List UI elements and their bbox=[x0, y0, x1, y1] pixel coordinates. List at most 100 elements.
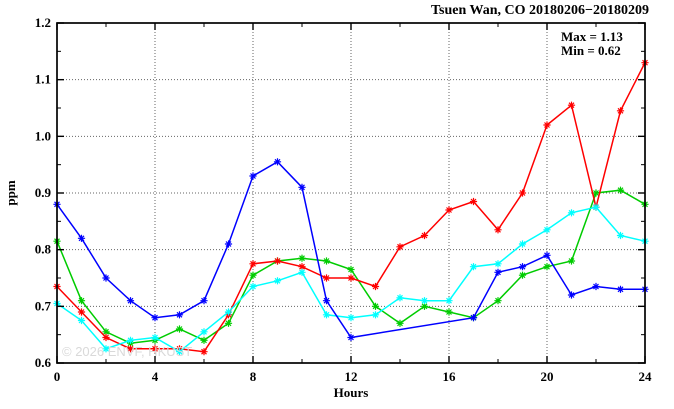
y-tick-label: 1.1 bbox=[35, 72, 51, 87]
blue-line-marker bbox=[543, 251, 551, 259]
red-line-marker bbox=[567, 101, 576, 109]
green-line-marker bbox=[616, 186, 625, 194]
red-line-marker bbox=[420, 231, 429, 240]
watermark: © 2026 ENVF, HKUST bbox=[62, 344, 192, 359]
blue-line-marker bbox=[322, 297, 331, 305]
cyan-line-marker bbox=[396, 294, 404, 302]
red-line-marker bbox=[543, 121, 551, 129]
blue-line-marker bbox=[175, 311, 184, 319]
data-series bbox=[53, 59, 649, 356]
blue-line-marker bbox=[347, 333, 355, 342]
chart-title: Tsuen Wan, CO 20180206−20180209 bbox=[431, 3, 649, 18]
blue-line-marker bbox=[518, 263, 527, 271]
red-line-marker bbox=[494, 226, 502, 234]
green-line-marker bbox=[543, 263, 551, 271]
green-line-marker bbox=[445, 308, 453, 316]
blue-line-marker bbox=[273, 158, 282, 166]
cyan-line-marker bbox=[175, 348, 184, 356]
red-line-marker bbox=[77, 308, 86, 316]
red-line-marker bbox=[126, 345, 135, 353]
blue-line bbox=[53, 158, 649, 342]
red-line-marker bbox=[322, 274, 331, 282]
cyan-line-marker bbox=[151, 333, 159, 342]
red-line-marker bbox=[273, 257, 282, 265]
green-line-marker bbox=[567, 257, 576, 265]
cyan-line-marker bbox=[543, 226, 551, 234]
green-line bbox=[53, 186, 649, 347]
max-annotation: Max = 1.13 bbox=[561, 29, 623, 44]
cyan-line-marker bbox=[249, 282, 257, 291]
green-line-marker bbox=[224, 319, 233, 327]
blue-line-marker bbox=[616, 285, 625, 293]
cyan-line-marker bbox=[469, 263, 478, 271]
red-line-marker bbox=[371, 282, 380, 291]
green-line-marker bbox=[518, 271, 527, 279]
cyan-line-marker bbox=[200, 328, 208, 336]
y-axis-label: ppm bbox=[3, 180, 18, 205]
y-tick-label: 0.8 bbox=[35, 242, 52, 257]
blue-line-marker bbox=[151, 314, 159, 322]
green-line-marker bbox=[592, 189, 600, 197]
green-line-marker bbox=[175, 325, 184, 333]
cyan-line-marker bbox=[322, 311, 331, 319]
green-line-marker bbox=[420, 302, 429, 310]
red-line-marker bbox=[518, 189, 527, 197]
cyan-line-marker bbox=[347, 314, 355, 322]
x-tick-label: 12 bbox=[345, 369, 358, 384]
green-line-marker bbox=[322, 257, 331, 265]
blue-line-marker bbox=[224, 240, 233, 248]
green-line-marker bbox=[371, 302, 380, 310]
cyan-line-marker bbox=[273, 277, 282, 285]
x-tick-label: 4 bbox=[152, 369, 159, 384]
green-line-marker bbox=[200, 336, 208, 344]
cyan-line-marker bbox=[102, 345, 110, 353]
cyan-line-marker bbox=[298, 268, 306, 276]
blue-line-marker bbox=[200, 297, 208, 305]
cyan-line-marker bbox=[371, 311, 380, 319]
red-line-marker bbox=[249, 260, 257, 268]
blue-line-marker bbox=[249, 172, 257, 180]
cyan-line-marker bbox=[518, 240, 527, 248]
red-line-marker bbox=[102, 333, 110, 342]
cyan-line-marker bbox=[77, 316, 86, 325]
blue-line-marker bbox=[592, 282, 600, 291]
cyan-line-marker bbox=[126, 336, 135, 344]
red-line-marker bbox=[298, 263, 306, 271]
blue-line-marker bbox=[126, 297, 135, 305]
min-annotation: Min = 0.62 bbox=[561, 43, 621, 58]
x-tick-label: 16 bbox=[443, 369, 457, 384]
green-line-marker bbox=[102, 328, 110, 336]
green-line-marker bbox=[249, 271, 257, 279]
blue-line-marker bbox=[567, 291, 576, 299]
cyan-line-marker bbox=[420, 297, 429, 305]
grid-lines bbox=[57, 23, 645, 363]
y-tick-label: 1.0 bbox=[35, 128, 51, 143]
cyan-line-marker bbox=[224, 308, 233, 316]
red-line-marker bbox=[151, 345, 159, 353]
green-line-marker bbox=[77, 297, 86, 305]
x-tick-label: 0 bbox=[54, 369, 61, 384]
cyan-line-marker bbox=[567, 209, 576, 217]
green-line-marker bbox=[494, 297, 502, 305]
blue-line-marker bbox=[494, 268, 502, 276]
cyan-line-marker bbox=[445, 297, 453, 305]
y-tick-label: 1.2 bbox=[35, 15, 51, 30]
cyan-line-marker bbox=[616, 231, 625, 240]
blue-line-marker bbox=[469, 314, 478, 322]
y-tick-label: 0.9 bbox=[35, 185, 52, 200]
green-line-marker bbox=[347, 265, 355, 274]
red-line bbox=[53, 59, 649, 356]
x-tick-label: 8 bbox=[250, 369, 257, 384]
red-line-marker bbox=[445, 206, 453, 214]
red-line-marker bbox=[396, 243, 404, 251]
blue-line-marker bbox=[102, 274, 110, 282]
red-line-marker bbox=[469, 197, 478, 206]
red-line-marker bbox=[616, 107, 625, 115]
green-line-marker bbox=[396, 319, 404, 327]
axes-frame bbox=[56, 22, 646, 364]
green-line-marker bbox=[298, 254, 306, 262]
cyan-line-marker bbox=[592, 203, 600, 211]
x-tick-label: 20 bbox=[541, 369, 554, 384]
